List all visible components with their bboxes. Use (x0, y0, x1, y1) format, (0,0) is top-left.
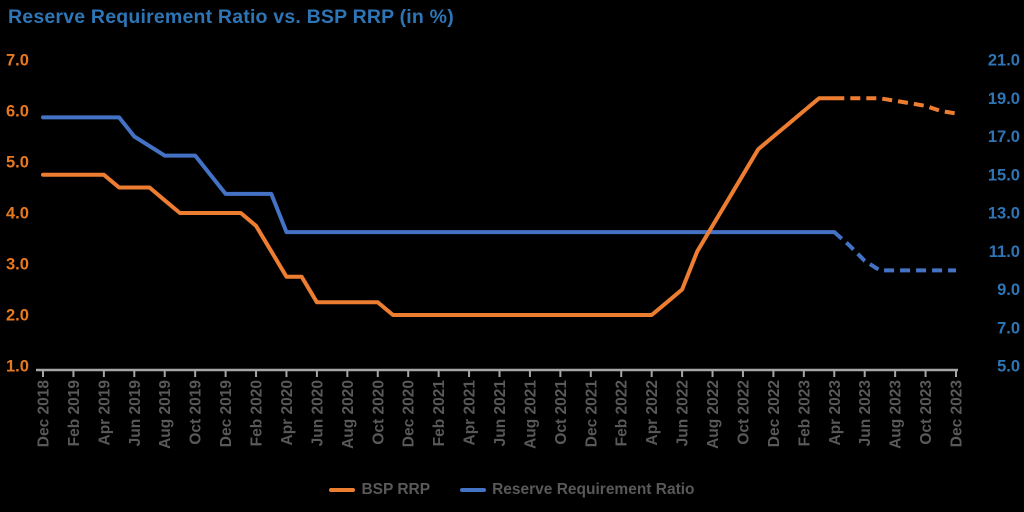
x-axis-label: Oct 2023 (918, 380, 935, 445)
x-axis-label: Dec 2022 (766, 380, 783, 447)
x-axis-label: Feb 2022 (614, 380, 631, 446)
y-axis-label-left: 4.0 (6, 205, 29, 223)
series-line-reserve-requirement-ratio-dashed-forecast (832, 230, 956, 273)
chart-title: Reserve Requirement Ratio vs. BSP RRP (i… (8, 6, 454, 28)
x-axis-label: Aug 2020 (340, 380, 357, 449)
y-axis-label-right: 11.0 (989, 243, 1020, 261)
x-axis-label: Dec 2018 (36, 380, 53, 448)
x-axis-label: Jun 2020 (309, 380, 326, 446)
x-axis-label: Aug 2022 (705, 380, 722, 449)
y-axis-label-right: 19.0 (988, 90, 1020, 108)
x-axis-label: Apr 2021 (462, 380, 479, 446)
x-axis-label: Apr 2022 (644, 380, 661, 445)
x-axis-label: Feb 2021 (431, 380, 448, 447)
y-axis-label-right: 5.0 (997, 358, 1020, 376)
legend-label-rrr: Reserve Requirement Ratio (492, 481, 695, 498)
x-axis-label: Dec 2020 (401, 380, 418, 447)
series-line-reserve-requirement-ratio-solid (41, 115, 837, 235)
x-axis-label: Oct 2022 (736, 380, 753, 445)
x-axis-label: Oct 2019 (188, 380, 205, 445)
x-axis-label: Aug 2021 (522, 380, 539, 449)
x-axis-label: Oct 2021 (553, 380, 570, 445)
y-axis-label-right: 7.0 (997, 319, 1020, 337)
y-axis-label-right: 9.0 (997, 281, 1020, 299)
x-axis-label: Apr 2023 (827, 380, 844, 446)
series-line-bsp-rrp-solid (41, 96, 837, 317)
x-axis-label: Dec 2021 (583, 380, 600, 448)
y-axis-label-right: 13.0 (988, 205, 1020, 223)
x-axis-label: Dec 2019 (218, 380, 235, 448)
legend: BSP RRP Reserve Requirement Ratio (0, 481, 1024, 499)
legend-line-swatch-bsp-rrp (329, 488, 356, 492)
y-axis-label-left: 1.0 (6, 358, 29, 376)
y-axis-label-left: 6.0 (6, 103, 29, 121)
legend-item-bsp-rrp: BSP RRP (329, 481, 430, 499)
x-axis-label: Jun 2022 (675, 380, 692, 446)
legend-label-bsp-rrp: BSP RRP (361, 481, 431, 498)
x-axis-label: Dec 2023 (949, 380, 966, 448)
x-axis-label: Jun 2021 (492, 380, 509, 447)
x-axis-label: Apr 2020 (279, 380, 296, 445)
y-axis-label-right: 17.0 (988, 128, 1020, 146)
legend-line-swatch-rrr (460, 488, 487, 492)
x-axis-label: Feb 2020 (249, 380, 266, 446)
y-axis-label-right: 15.0 (988, 166, 1020, 184)
y-axis-label-right: 21.0 (988, 52, 1020, 70)
y-axis-label-left: 3.0 (6, 256, 29, 274)
x-axis-label: Jun 2019 (127, 380, 144, 447)
y-axis-label-left: 5.0 (6, 154, 29, 172)
x-axis-label: Jun 2023 (857, 380, 874, 447)
legend-item-rrr: Reserve Requirement Ratio (460, 481, 695, 499)
x-axis-label: Aug 2023 (888, 380, 905, 449)
series-line-bsp-rrp-dashed-forecast (834, 96, 957, 116)
x-axis-label: Apr 2019 (96, 380, 113, 446)
y-axis-label-left: 7.0 (6, 52, 29, 70)
x-axis-label: Feb 2023 (796, 380, 813, 447)
x-axis-label: Feb 2019 (66, 380, 83, 447)
x-axis-label: Aug 2019 (157, 380, 174, 449)
y-axis-label-left: 2.0 (6, 307, 29, 325)
x-axis-label: Oct 2020 (370, 380, 387, 445)
